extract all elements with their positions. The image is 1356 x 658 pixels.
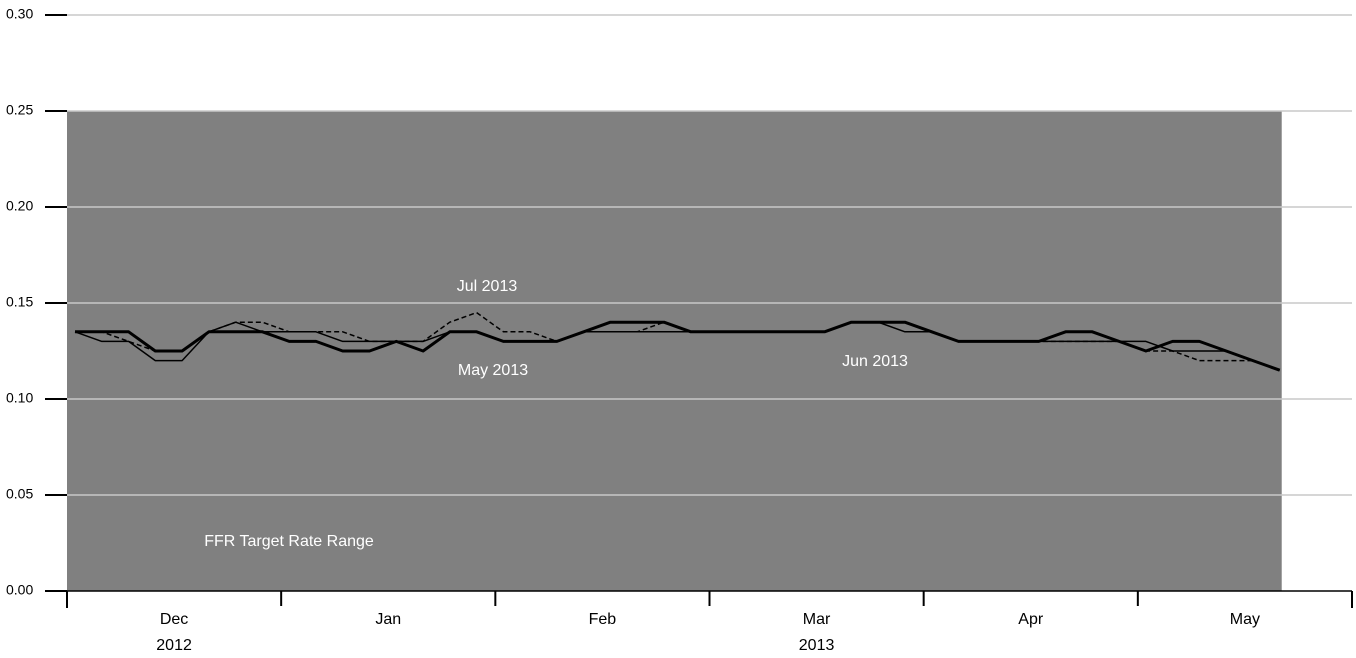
series-label: Jun 2013: [842, 353, 908, 370]
x-tick-label: Mar: [803, 611, 831, 628]
y-tick-label: 0.25: [6, 102, 33, 118]
x-tick-label: Dec: [160, 611, 188, 628]
y-tick-label: 0.00: [6, 582, 33, 598]
x-tick-label: Apr: [1018, 611, 1044, 628]
series-label: Jul 2013: [457, 278, 518, 295]
series-line: [74, 321, 1280, 371]
series-line: [75, 320, 1281, 372]
y-tick-label: 0.15: [6, 294, 33, 310]
x-tick-label: Jan: [375, 611, 401, 628]
y-tick-label: 0.10: [6, 390, 33, 406]
x-tick-label: Feb: [589, 611, 617, 628]
year-label: 2013: [799, 637, 835, 654]
year-label: 2012: [156, 637, 192, 654]
series-label: May 2013: [458, 362, 528, 379]
range-band: [67, 111, 1282, 591]
x-tick-label: May: [1230, 611, 1260, 628]
y-tick-label: 0.05: [6, 486, 33, 502]
range-band-label: FFR Target Rate Range: [204, 533, 374, 550]
y-tick-label: 0.20: [6, 198, 33, 214]
y-tick-label: 0.30: [6, 6, 33, 22]
